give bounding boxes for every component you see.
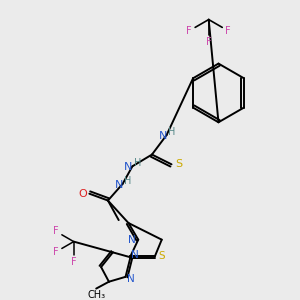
Text: H: H (134, 158, 141, 168)
Text: F: F (53, 247, 59, 257)
Text: S: S (175, 159, 182, 169)
Text: H: H (168, 127, 175, 137)
Text: F: F (206, 37, 211, 47)
Text: N: N (127, 274, 134, 284)
Text: F: F (71, 257, 76, 267)
Text: F: F (186, 26, 192, 36)
Text: N: N (158, 131, 167, 141)
Text: H: H (124, 176, 131, 186)
Text: N: N (128, 235, 135, 245)
Text: F: F (53, 226, 59, 236)
Text: S: S (158, 251, 165, 261)
Text: F: F (225, 26, 231, 36)
Text: N: N (115, 180, 123, 190)
Text: CH₃: CH₃ (87, 290, 105, 300)
Text: N: N (131, 250, 139, 260)
Text: O: O (78, 189, 87, 199)
Text: N: N (124, 162, 133, 172)
